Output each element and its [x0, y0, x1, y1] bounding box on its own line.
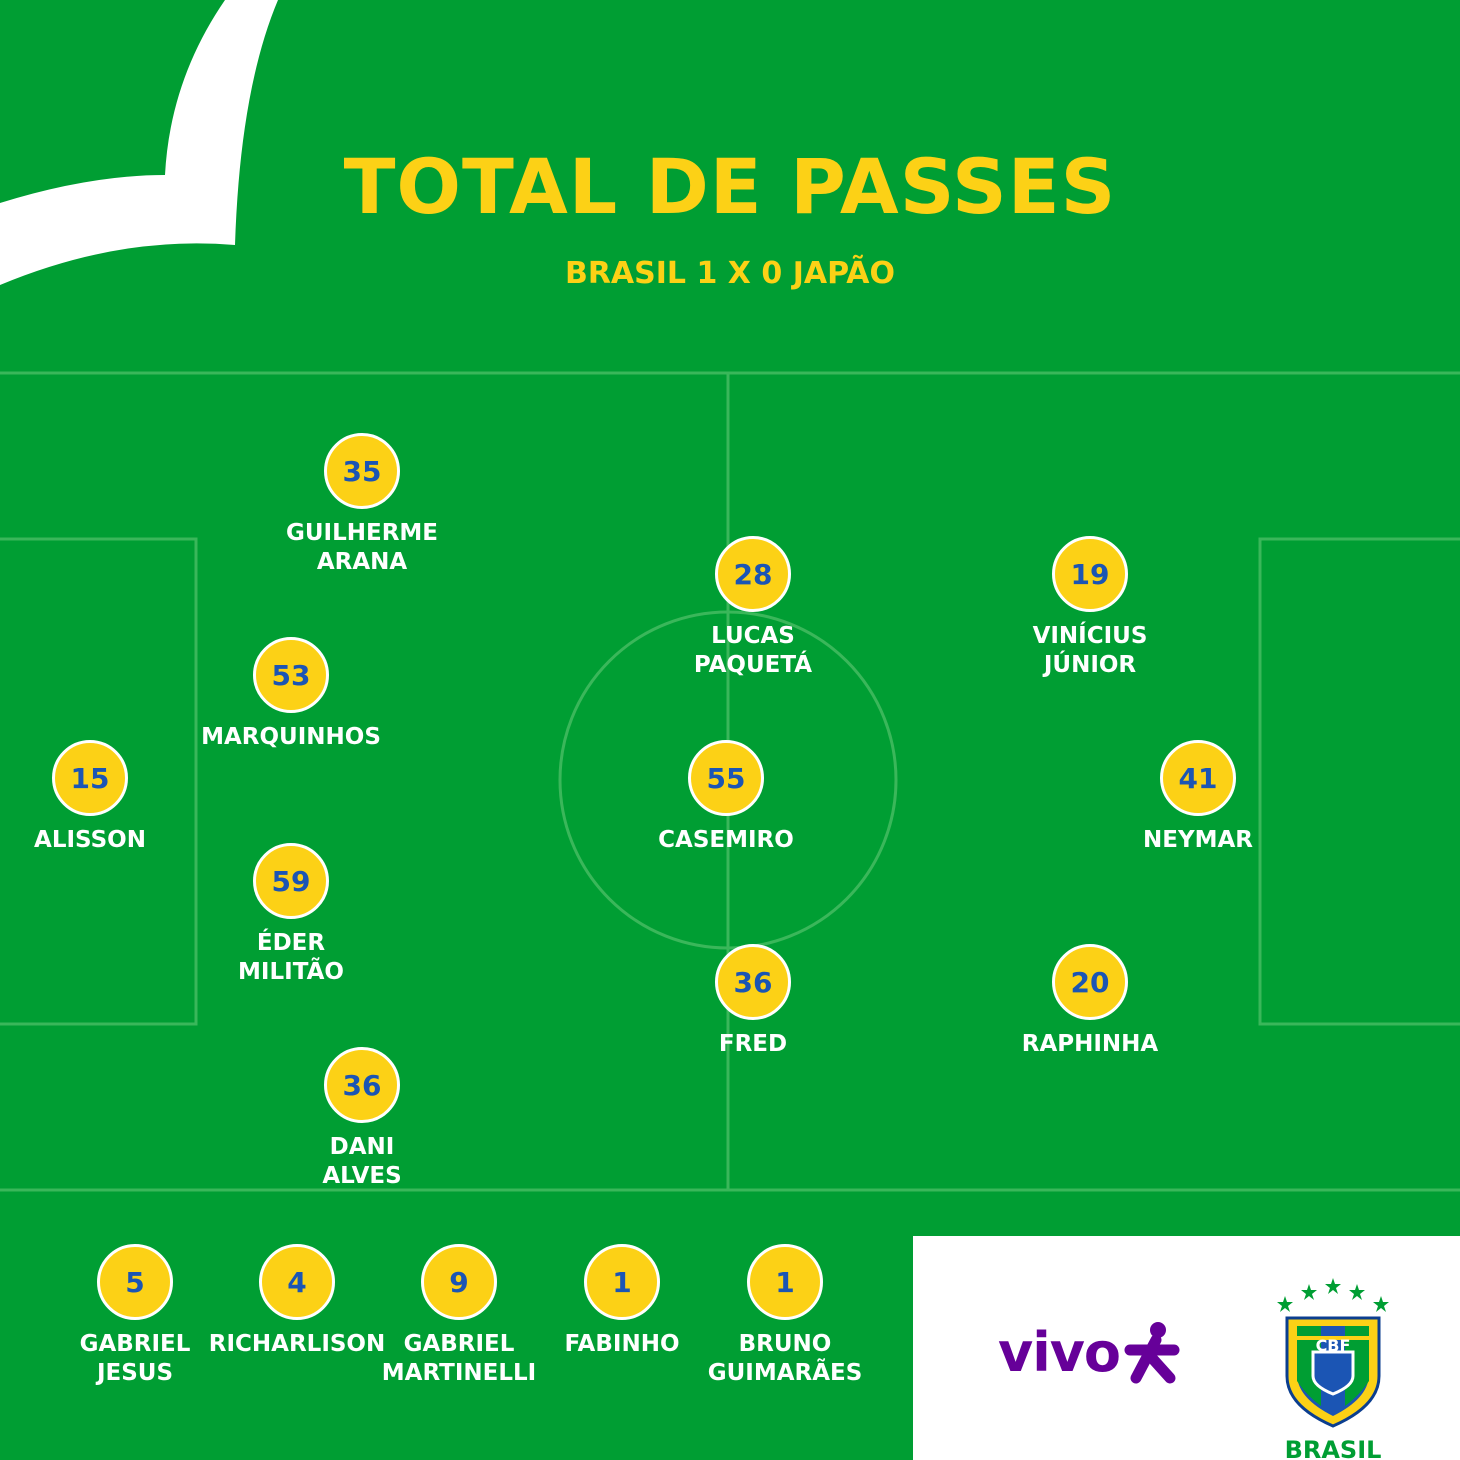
player-eder-militao: 59 ÉDER MILITÃO — [171, 843, 411, 987]
player-name: MARQUINHOS — [201, 724, 381, 750]
player-name: RICHARLISON — [208, 1331, 386, 1357]
sub-richarlison: 4 RICHARLISON — [177, 1244, 417, 1359]
player-dani-alves: 36 DANI ALVES — [242, 1047, 482, 1191]
player-name: GABRIEL MARTINELLI — [381, 1331, 537, 1386]
cbf-shield-icon: CBF — [1277, 1278, 1389, 1428]
sub-gabriel-martinelli: 9 GABRIEL MARTINELLI — [339, 1244, 579, 1388]
cbf-crest: CBF BRASIL — [1273, 1266, 1393, 1460]
sub-gabriel-jesus: 5 GABRIEL JESUS — [15, 1244, 255, 1388]
player-name: VINÍCIUS JÚNIOR — [1032, 623, 1148, 678]
pass-count-badge: 35 — [324, 433, 400, 509]
pass-count-badge: 1 — [747, 1244, 823, 1320]
player-name: BRUNO GUIMARÃES — [707, 1331, 863, 1386]
pass-count-badge: 1 — [584, 1244, 660, 1320]
vivo-figure-icon — [1124, 1322, 1180, 1384]
sponsor-panel: vivo — [913, 1236, 1460, 1460]
player-alisson: 15 ALISSON — [0, 740, 210, 855]
pass-count-badge: 15 — [52, 740, 128, 816]
player-name: LUCAS PAQUETÁ — [693, 623, 813, 678]
pass-count-badge: 53 — [253, 637, 329, 713]
pass-count-badge: 20 — [1052, 944, 1128, 1020]
player-name: NEYMAR — [1142, 827, 1253, 853]
pass-count-badge: 41 — [1160, 740, 1236, 816]
pass-count-badge: 55 — [688, 740, 764, 816]
player-name: GABRIEL JESUS — [79, 1331, 191, 1386]
white-swoosh-decoration — [0, 0, 278, 285]
player-name: RAPHINHA — [1021, 1031, 1159, 1057]
pass-count-badge: 5 — [97, 1244, 173, 1320]
player-neymar: 41 NEYMAR — [1078, 740, 1318, 855]
player-name: GUILHERME ARANA — [285, 520, 439, 575]
pass-count-badge: 59 — [253, 843, 329, 919]
pass-count-badge: 28 — [715, 536, 791, 612]
cbf-brasil-label: BRASIL — [1284, 1436, 1382, 1460]
pass-count-badge: 4 — [259, 1244, 335, 1320]
player-marquinhos: 53 MARQUINHOS — [171, 637, 411, 752]
cbf-text: CBF — [1316, 1336, 1351, 1355]
pass-count-badge: 9 — [421, 1244, 497, 1320]
vivo-logo: vivo — [998, 1320, 1182, 1384]
vivo-wordmark: vivo — [998, 1320, 1121, 1384]
player-lucas-paqueta: 28 LUCAS PAQUETÁ — [633, 536, 873, 680]
player-name: CASEMIRO — [658, 827, 794, 853]
pass-count-badge: 19 — [1052, 536, 1128, 612]
sub-fabinho: 1 FABINHO — [502, 1244, 742, 1359]
pass-count-badge: 36 — [324, 1047, 400, 1123]
player-name: DANI ALVES — [322, 1134, 402, 1189]
pass-count-badge: 36 — [715, 944, 791, 1020]
player-raphinha: 20 RAPHINHA — [970, 944, 1210, 1059]
player-name: FABINHO — [564, 1331, 680, 1357]
player-name: FRED — [718, 1031, 788, 1057]
page-title: TOTAL DE PASSES — [343, 142, 1117, 231]
sub-bruno-guimaraes: 1 BRUNO GUIMARÃES — [665, 1244, 905, 1388]
player-name: ÉDER MILITÃO — [238, 930, 344, 985]
player-vinicius-junior: 19 VINÍCIUS JÚNIOR — [970, 536, 1210, 680]
player-casemiro: 55 CASEMIRO — [606, 740, 846, 855]
player-fred: 36 FRED — [633, 944, 873, 1059]
player-name: ALISSON — [34, 827, 146, 853]
match-score: BRASIL 1 X 0 JAPÃO — [564, 256, 896, 291]
player-guilherme-arana: 35 GUILHERME ARANA — [242, 433, 482, 577]
